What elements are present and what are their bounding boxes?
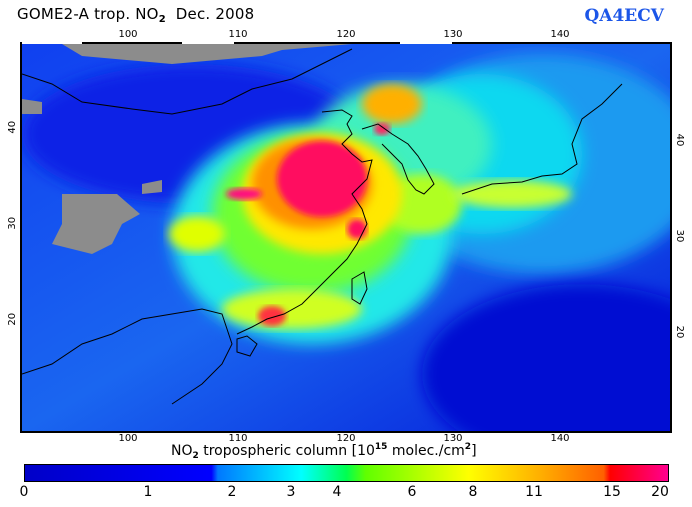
no2-map [20, 42, 672, 433]
colorbar-tick-label: 11 [525, 484, 543, 500]
colorbar-tick-label: 1 [144, 484, 153, 500]
latitude-tick-label: 40 [674, 134, 685, 147]
title-subscript: 2 [159, 14, 166, 25]
colorbar-tick-label: 20 [651, 484, 669, 500]
colorbar-tick-label: 4 [333, 484, 342, 500]
longitude-tick-label: 130 [443, 29, 462, 40]
colorbar-title-mid: tropospheric column [10 [199, 443, 375, 459]
colorbar [24, 464, 669, 482]
colorbar-tick-label: 2 [228, 484, 237, 500]
no2-heatmap [22, 44, 670, 431]
colorbar-tick-label: 6 [408, 484, 417, 500]
latitude-tick-label: 20 [674, 326, 685, 339]
latitude-tick-label: 30 [674, 230, 685, 243]
colorbar-title: NO2 tropospheric column [1015 molec./cm2… [171, 442, 477, 461]
longitude-tick-label: 100 [118, 433, 137, 444]
colorbar-tick-label: 3 [287, 484, 296, 500]
colorbar-title-text: NO [171, 443, 193, 459]
longitude-tick-label: 140 [550, 433, 569, 444]
longitude-tick-label: 120 [336, 29, 355, 40]
latitude-tick-label: 40 [7, 121, 18, 134]
colorbar-tick-label: 0 [20, 484, 29, 500]
colorbar-title-end: molec./cm [387, 443, 464, 459]
colorbar-title-close: ] [471, 443, 476, 459]
frame-tick [400, 42, 452, 44]
title-text: GOME2-A trop. NO [17, 5, 159, 23]
frame-tick [22, 42, 82, 44]
colorbar-tick-label: 8 [469, 484, 478, 500]
latitude-tick-label: 20 [7, 313, 18, 326]
brand-label: QA4ECV [584, 6, 664, 26]
latitude-tick-label: 30 [7, 217, 18, 230]
colorbar-title-sup: 15 [375, 442, 388, 452]
longitude-tick-label: 110 [228, 29, 247, 40]
longitude-tick-label: 140 [550, 29, 569, 40]
colorbar-tick-label: 15 [603, 484, 621, 500]
map-title: GOME2-A trop. NO2 Dec. 2008 [17, 5, 254, 25]
frame-tick [182, 42, 234, 44]
longitude-tick-label: 100 [118, 29, 137, 40]
title-date: Dec. 2008 [176, 5, 255, 23]
